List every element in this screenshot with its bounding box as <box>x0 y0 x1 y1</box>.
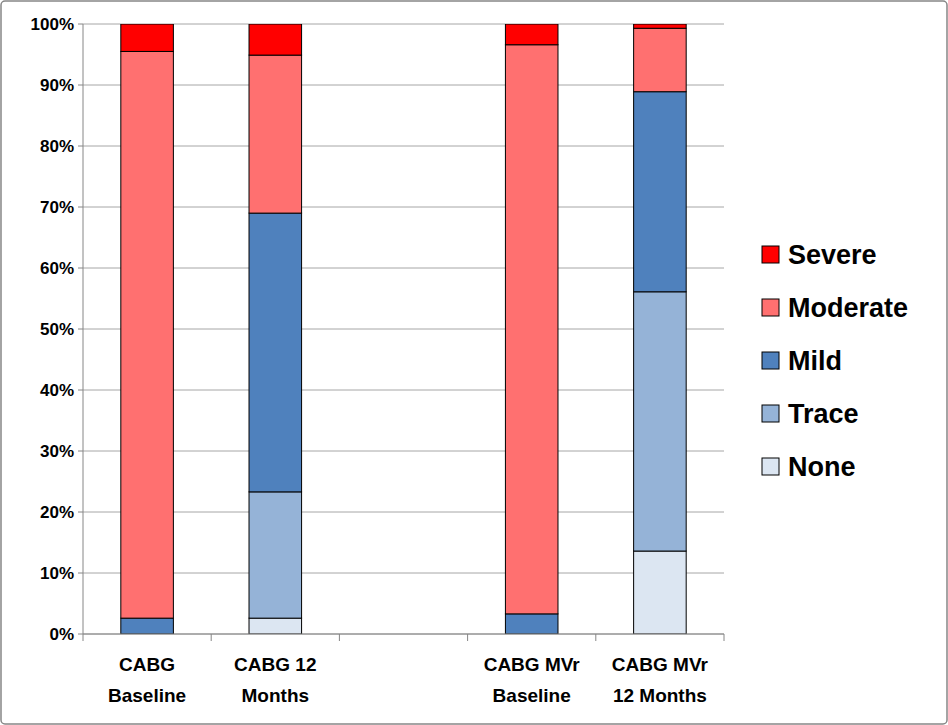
y-tick <box>78 573 83 574</box>
y-tick <box>78 24 83 25</box>
y-tick-label: 90% <box>40 76 74 95</box>
bar-segment <box>634 551 687 634</box>
y-tick <box>78 268 83 269</box>
x-tick <box>339 634 340 641</box>
y-tick <box>78 512 83 513</box>
grid-line <box>83 634 724 635</box>
y-tick-label: 20% <box>40 503 74 522</box>
x-tick-label-line: Baseline <box>108 685 186 706</box>
grid-line <box>83 207 724 208</box>
bar-segment <box>121 618 174 634</box>
x-tick <box>467 634 468 641</box>
bar-segment <box>249 24 302 55</box>
x-tick <box>595 634 596 641</box>
y-tick-label: 70% <box>40 198 74 217</box>
grid-line <box>83 573 724 574</box>
y-tick-label: 30% <box>40 442 74 461</box>
x-tick-label-line: Months <box>242 685 310 706</box>
x-axis <box>83 634 724 635</box>
grid-line <box>83 146 724 147</box>
x-tick-label-line: CABG <box>119 654 175 675</box>
grid-line <box>83 390 724 391</box>
bar-segment <box>249 55 302 213</box>
x-tick-label: CABG 12 Months <box>234 654 316 706</box>
x-tick-label: CABG MVr 12 Months <box>612 654 709 706</box>
chart-frame <box>1 1 947 724</box>
x-tick <box>83 634 84 641</box>
bar-segment <box>121 51 174 618</box>
y-tick-label: 0% <box>49 625 74 644</box>
y-tick <box>78 85 83 86</box>
x-tick-label-line: 12 Months <box>613 685 707 706</box>
grid-line <box>83 451 724 452</box>
bar-segment <box>634 28 687 91</box>
legend-label: Moderate <box>788 293 908 323</box>
x-tick-label: CABG Baseline <box>108 654 186 706</box>
bar-segment <box>121 24 174 51</box>
x-tick <box>211 634 212 641</box>
x-tick-label-line: Baseline <box>493 685 571 706</box>
legend-swatch <box>762 405 779 422</box>
y-tick-label: 10% <box>40 564 74 583</box>
y-tick-label: 100% <box>31 15 74 34</box>
grid-line <box>83 329 724 330</box>
legend-swatch <box>762 246 779 263</box>
grid-line <box>83 24 724 25</box>
bar-segment <box>634 24 687 28</box>
legend-label: None <box>788 452 856 482</box>
y-tick <box>78 146 83 147</box>
bar-segment <box>249 618 302 634</box>
y-tick <box>78 451 83 452</box>
y-axis <box>83 24 84 634</box>
grid-line <box>83 85 724 86</box>
x-tick-label-line: CABG 12 <box>234 654 316 675</box>
x-tick-label: CABG MVr Baseline <box>484 654 581 706</box>
grid-line <box>83 512 724 513</box>
y-tick-label: 80% <box>40 137 74 156</box>
bar-segment <box>634 292 687 551</box>
bar-segment <box>249 213 302 492</box>
legend-swatch <box>762 299 779 316</box>
bars <box>121 24 686 634</box>
legend-swatch <box>762 458 779 475</box>
legend-label: Mild <box>788 346 842 376</box>
y-tick <box>78 390 83 391</box>
y-tick-label: 50% <box>40 320 74 339</box>
bar-segment <box>505 45 558 614</box>
bar-segment <box>634 92 687 292</box>
y-tick-label: 40% <box>40 381 74 400</box>
bar-segment <box>505 24 558 45</box>
bar-segment <box>505 614 558 634</box>
bar-segment <box>249 492 302 618</box>
legend-label: Trace <box>788 399 859 429</box>
y-tick <box>78 329 83 330</box>
x-tick-label-line: CABG MVr <box>612 654 709 675</box>
y-tick <box>78 634 83 635</box>
legend-label: Severe <box>788 240 877 270</box>
chart: 0% 10% 20% 30% 40% 50% 60% 70% 80% 90% 100% CABG Bas… <box>0 0 948 725</box>
grid-line <box>83 268 724 269</box>
y-tick-label: 60% <box>40 259 74 278</box>
x-tick <box>724 634 725 641</box>
x-tick-label-line: CABG MVr <box>484 654 581 675</box>
legend-swatch <box>762 352 779 369</box>
y-tick <box>78 207 83 208</box>
